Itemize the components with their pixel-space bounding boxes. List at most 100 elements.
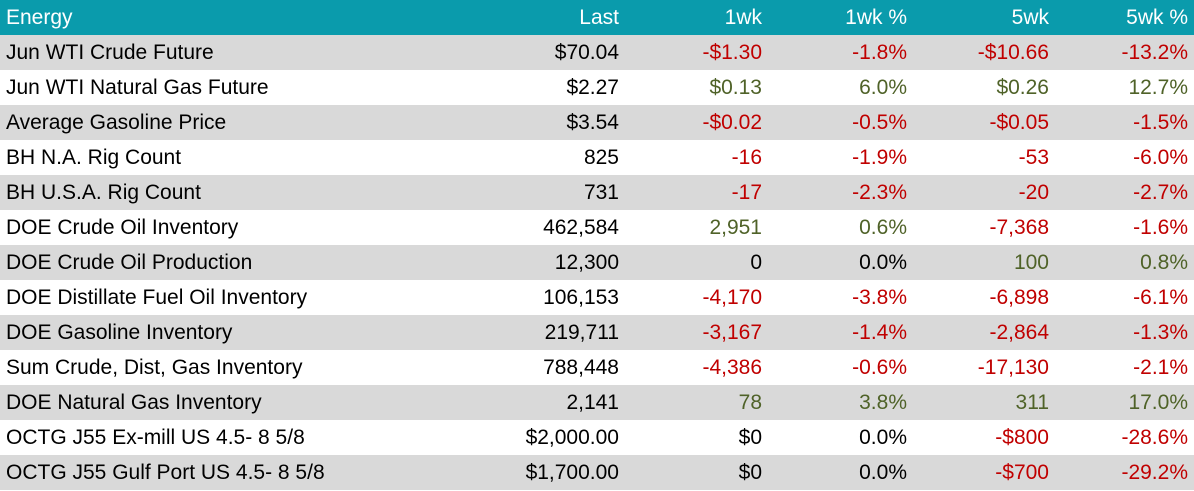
row-1wk: 78 bbox=[738, 390, 762, 414]
row-last: 462,584 bbox=[543, 215, 619, 239]
row-last: $2,000.00 bbox=[525, 425, 619, 449]
row-name: Average Gasoline Price bbox=[6, 110, 227, 134]
row-5wk-pct: -29.2% bbox=[1121, 460, 1188, 484]
header-1wk-pct: 1wk % bbox=[845, 5, 907, 29]
row-5wk-pct: -1.3% bbox=[1133, 320, 1188, 344]
row-name: DOE Crude Oil Production bbox=[6, 250, 253, 274]
row-1wk-pct: -0.5% bbox=[852, 110, 907, 134]
row-5wk: -17,130 bbox=[977, 355, 1049, 379]
row-1wk: $0 bbox=[738, 460, 762, 484]
row-1wk-pct: -1.4% bbox=[852, 320, 907, 344]
row-name: BH U.S.A. Rig Count bbox=[6, 180, 201, 204]
row-1wk: -17 bbox=[731, 180, 762, 204]
row-1wk: -4,386 bbox=[702, 355, 762, 379]
row-1wk: -$1.30 bbox=[702, 40, 762, 64]
row-1wk-pct: 3.8% bbox=[859, 390, 907, 414]
table-row: Jun WTI Natural Gas Future $2.27 $0.13 6.0%… bbox=[0, 70, 1194, 105]
row-5wk-pct: -28.6% bbox=[1121, 425, 1188, 449]
row-name: Jun WTI Natural Gas Future bbox=[6, 75, 269, 99]
row-last: 12,300 bbox=[554, 250, 619, 274]
row-5wk: -53 bbox=[1018, 145, 1049, 169]
row-last: $1,700.00 bbox=[525, 460, 619, 484]
header-row: Energy Last 1wk 1wk % 5wk 5wk % bbox=[0, 0, 1194, 35]
row-name: OCTG J55 Ex-mill US 4.5- 8 5/8 bbox=[6, 425, 305, 449]
row-5wk-pct: 0.8% bbox=[1140, 250, 1188, 274]
table-row: BH U.S.A. Rig Count 731 -17 -2.3% -20 -2.7% bbox=[0, 175, 1194, 210]
row-1wk: -3,167 bbox=[702, 320, 762, 344]
row-1wk-pct: -0.6% bbox=[852, 355, 907, 379]
row-1wk-pct: 0.0% bbox=[859, 250, 907, 274]
header-last: Last bbox=[579, 5, 619, 29]
header-5wk: 5wk bbox=[1011, 5, 1049, 29]
row-5wk-pct: 12.7% bbox=[1128, 75, 1188, 99]
row-5wk: 311 bbox=[1015, 390, 1049, 414]
table-row: DOE Natural Gas Inventory 2,141 78 3.8% 311 1… bbox=[0, 385, 1194, 420]
row-1wk: 0 bbox=[750, 250, 762, 274]
row-name: DOE Distillate Fuel Oil Inventory bbox=[6, 285, 308, 309]
row-5wk: -$800 bbox=[995, 425, 1049, 449]
row-1wk-pct: 0.0% bbox=[859, 425, 907, 449]
row-1wk-pct: -1.9% bbox=[852, 145, 907, 169]
row-5wk-pct: -2.7% bbox=[1133, 180, 1188, 204]
table-row: OCTG J55 Gulf Port US 4.5- 8 5/8 $1,700.0… bbox=[0, 455, 1194, 490]
row-1wk-pct: 6.0% bbox=[859, 75, 907, 99]
table-body: Jun WTI Crude Future $70.04 -$1.30 -1.8% -$1… bbox=[0, 35, 1194, 490]
row-1wk-pct: -1.8% bbox=[852, 40, 907, 64]
table-row: DOE Crude Oil Inventory 462,584 2,951 0.6% -… bbox=[0, 210, 1194, 245]
row-1wk: 2,951 bbox=[709, 215, 762, 239]
header-category: Energy bbox=[6, 5, 73, 29]
row-1wk-pct: 0.0% bbox=[859, 460, 907, 484]
row-5wk: 100 bbox=[1013, 250, 1049, 274]
row-5wk: -$700 bbox=[995, 460, 1049, 484]
row-5wk: -$10.66 bbox=[977, 40, 1049, 64]
row-name: DOE Natural Gas Inventory bbox=[6, 390, 262, 414]
row-1wk-pct: -2.3% bbox=[852, 180, 907, 204]
row-last: 106,153 bbox=[543, 285, 619, 309]
row-1wk-pct: -3.8% bbox=[852, 285, 907, 309]
row-last: 731 bbox=[583, 180, 619, 204]
row-1wk: -16 bbox=[731, 145, 762, 169]
row-5wk-pct: -1.5% bbox=[1133, 110, 1188, 134]
table-row: BH N.A. Rig Count 825 -16 -1.9% -53 -6.0% bbox=[0, 140, 1194, 175]
row-5wk: -7,368 bbox=[989, 215, 1049, 239]
row-1wk-pct: 0.6% bbox=[859, 215, 907, 239]
row-name: Jun WTI Crude Future bbox=[6, 40, 214, 64]
row-5wk-pct: -6.1% bbox=[1133, 285, 1188, 309]
row-last: 2,141 bbox=[566, 390, 619, 414]
table-row: OCTG J55 Ex-mill US 4.5- 8 5/8 $2,000.00 $… bbox=[0, 420, 1194, 455]
row-5wk: -2,864 bbox=[989, 320, 1049, 344]
header-5wk-pct: 5wk % bbox=[1126, 5, 1188, 29]
row-name: DOE Gasoline Inventory bbox=[6, 320, 233, 344]
table-row: Jun WTI Crude Future $70.04 -$1.30 -1.8% -$1… bbox=[0, 35, 1194, 70]
row-name: DOE Crude Oil Inventory bbox=[6, 215, 239, 239]
row-last: 825 bbox=[583, 145, 619, 169]
row-1wk: $0.13 bbox=[709, 75, 762, 99]
row-1wk: $0 bbox=[738, 425, 762, 449]
table-row: Sum Crude, Dist, Gas Inventory 788,448 -4,… bbox=[0, 350, 1194, 385]
table-row: Average Gasoline Price $3.54 -$0.02 -0.5% -$… bbox=[0, 105, 1194, 140]
table-row: DOE Distillate Fuel Oil Inventory 106,153… bbox=[0, 280, 1194, 315]
row-5wk-pct: -2.1% bbox=[1133, 355, 1188, 379]
row-1wk: -$0.02 bbox=[702, 110, 762, 134]
row-5wk-pct: -1.6% bbox=[1133, 215, 1188, 239]
row-name: BH N.A. Rig Count bbox=[6, 145, 182, 169]
row-last: 219,711 bbox=[544, 320, 619, 344]
row-last: $3.54 bbox=[566, 110, 619, 134]
header-1wk: 1wk bbox=[724, 5, 762, 29]
table-row: DOE Crude Oil Production 12,300 0 0.0% 100 0.… bbox=[0, 245, 1194, 280]
row-last: 788,448 bbox=[543, 355, 619, 379]
row-5wk: $0.26 bbox=[996, 75, 1049, 99]
row-1wk: -4,170 bbox=[702, 285, 762, 309]
row-name: Sum Crude, Dist, Gas Inventory bbox=[6, 355, 303, 379]
row-last: $70.04 bbox=[554, 40, 619, 64]
table-row: DOE Gasoline Inventory 219,711 -3,167 -1.4%… bbox=[0, 315, 1194, 350]
row-5wk: -20 bbox=[1018, 180, 1049, 204]
row-name: OCTG J55 Gulf Port US 4.5- 8 5/8 bbox=[6, 460, 325, 484]
row-5wk: -$0.05 bbox=[989, 110, 1049, 134]
row-last: $2.27 bbox=[566, 75, 619, 99]
row-5wk-pct: -6.0% bbox=[1133, 145, 1188, 169]
row-5wk-pct: 17.0% bbox=[1128, 390, 1188, 414]
row-5wk-pct: -13.2% bbox=[1121, 40, 1188, 64]
row-5wk: -6,898 bbox=[989, 285, 1049, 309]
